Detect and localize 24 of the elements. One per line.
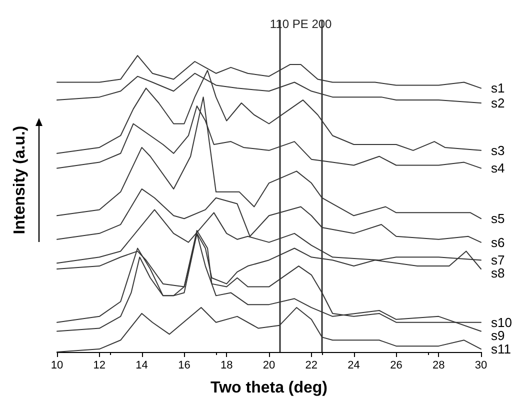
x-tick-label: 16 [178,360,190,372]
x-tick-label: 10 [50,360,64,372]
x-tick-label: 30 [474,360,488,372]
x-tick-label: 20 [262,360,276,372]
x-tick-label: 14 [136,360,148,372]
series-label: s6 [491,234,505,250]
series-label: s5 [491,211,505,226]
y-axis-title: Intensity (a.u.) [12,126,28,234]
series-label: s3 [491,142,505,158]
x-axis-title: Two theta (deg) [210,380,328,396]
x-tick-label: 12 [93,360,106,372]
series-label: s11 [491,342,511,357]
series-label: s8 [491,266,505,281]
x-tick-label: 22 [305,360,318,372]
x-tick-label: 28 [432,360,445,372]
series-label: s9 [491,328,505,343]
series-label: s4 [491,160,505,176]
series-label: s1 [491,80,505,96]
x-tick-label: 24 [348,360,360,372]
series-label: s2 [491,96,505,110]
x-tick-label: 18 [220,360,233,372]
x-tick-label: 26 [390,360,402,372]
series-label: s7 [491,252,505,268]
series-label: s10 [491,314,512,330]
